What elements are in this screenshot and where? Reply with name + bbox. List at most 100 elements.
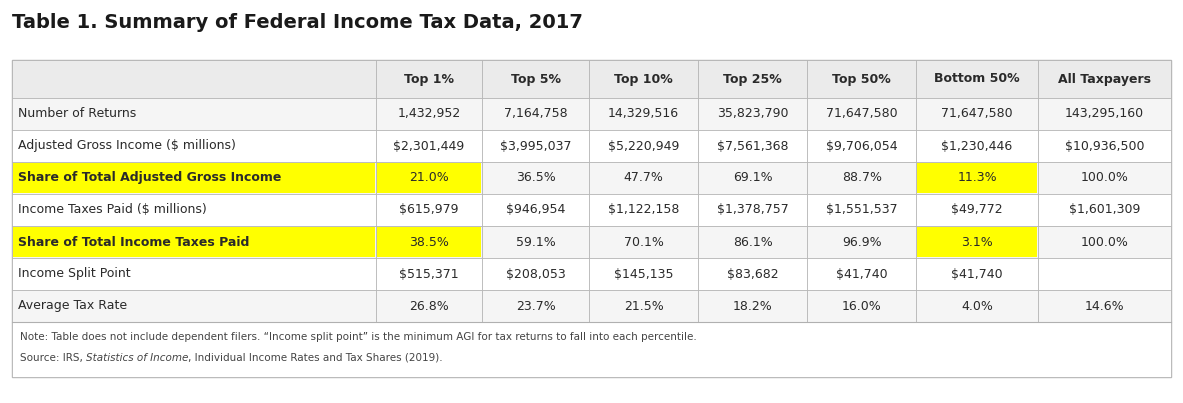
- Bar: [917, 60, 1037, 98]
- Bar: [483, 130, 589, 162]
- Text: Income Split Point: Income Split Point: [18, 268, 130, 280]
- Bar: [589, 98, 698, 130]
- Bar: [12, 290, 376, 322]
- Text: 100.0%: 100.0%: [1080, 172, 1129, 185]
- Bar: [483, 258, 589, 290]
- Bar: [589, 60, 698, 98]
- Bar: [589, 162, 698, 194]
- Text: $41,740: $41,740: [951, 268, 1003, 280]
- Text: 14,329,516: 14,329,516: [608, 108, 679, 120]
- Text: $7,561,368: $7,561,368: [717, 139, 789, 152]
- Bar: [589, 290, 698, 322]
- Text: Income Taxes Paid ($ millions): Income Taxes Paid ($ millions): [18, 204, 207, 216]
- Bar: [13, 227, 375, 257]
- Text: $1,601,309: $1,601,309: [1068, 204, 1140, 216]
- Text: 59.1%: 59.1%: [516, 235, 556, 249]
- Bar: [1037, 130, 1171, 162]
- Bar: [807, 98, 917, 130]
- Bar: [376, 60, 483, 98]
- Bar: [483, 60, 589, 98]
- Text: Top 1%: Top 1%: [405, 73, 454, 85]
- Bar: [12, 162, 376, 194]
- Bar: [589, 130, 698, 162]
- Text: 69.1%: 69.1%: [733, 172, 772, 185]
- Bar: [917, 227, 1036, 257]
- Text: 1,432,952: 1,432,952: [397, 108, 460, 120]
- Bar: [376, 258, 483, 290]
- Bar: [376, 162, 483, 194]
- Text: 3.1%: 3.1%: [961, 235, 993, 249]
- Text: Statistics of Income: Statistics of Income: [86, 353, 188, 363]
- Bar: [1037, 290, 1171, 322]
- Bar: [376, 130, 483, 162]
- Bar: [589, 226, 698, 258]
- Text: 70.1%: 70.1%: [623, 235, 664, 249]
- Text: 71,647,580: 71,647,580: [826, 108, 898, 120]
- Text: , Individual Income Rates and Tax Shares (2019).: , Individual Income Rates and Tax Shares…: [188, 353, 444, 363]
- Bar: [698, 130, 807, 162]
- Bar: [807, 290, 917, 322]
- Text: $1,122,158: $1,122,158: [608, 204, 679, 216]
- Text: Share of Total Income Taxes Paid: Share of Total Income Taxes Paid: [18, 235, 250, 249]
- Text: $2,301,449: $2,301,449: [394, 139, 465, 152]
- Text: $3,995,037: $3,995,037: [500, 139, 571, 152]
- Bar: [917, 162, 1037, 194]
- Bar: [12, 60, 376, 98]
- Text: $49,772: $49,772: [951, 204, 1003, 216]
- Bar: [807, 130, 917, 162]
- Bar: [1037, 60, 1171, 98]
- Text: Bottom 50%: Bottom 50%: [935, 73, 1020, 85]
- Bar: [807, 60, 917, 98]
- Text: Top 5%: Top 5%: [511, 73, 561, 85]
- Text: 14.6%: 14.6%: [1085, 299, 1124, 312]
- Bar: [917, 290, 1037, 322]
- Text: 100.0%: 100.0%: [1080, 235, 1129, 249]
- Bar: [483, 194, 589, 226]
- Text: Table 1. Summary of Federal Income Tax Data, 2017: Table 1. Summary of Federal Income Tax D…: [12, 13, 583, 32]
- Bar: [698, 258, 807, 290]
- Bar: [698, 290, 807, 322]
- Text: Adjusted Gross Income ($ millions): Adjusted Gross Income ($ millions): [18, 139, 235, 152]
- Bar: [12, 130, 376, 162]
- Bar: [12, 98, 376, 130]
- Bar: [376, 194, 483, 226]
- Text: 26.8%: 26.8%: [409, 299, 448, 312]
- Text: $9,706,054: $9,706,054: [826, 139, 898, 152]
- Bar: [12, 322, 1171, 377]
- Bar: [698, 98, 807, 130]
- Text: 16.0%: 16.0%: [842, 299, 881, 312]
- Bar: [12, 60, 1171, 377]
- Bar: [917, 226, 1037, 258]
- Text: $83,682: $83,682: [726, 268, 778, 280]
- Text: 23.7%: 23.7%: [516, 299, 556, 312]
- Bar: [483, 98, 589, 130]
- Bar: [1037, 194, 1171, 226]
- Text: Number of Returns: Number of Returns: [18, 108, 136, 120]
- Text: 35,823,790: 35,823,790: [717, 108, 789, 120]
- Text: $515,371: $515,371: [399, 268, 459, 280]
- Bar: [917, 194, 1037, 226]
- Text: 21.5%: 21.5%: [623, 299, 664, 312]
- Bar: [376, 290, 483, 322]
- Text: Share of Total Adjusted Gross Income: Share of Total Adjusted Gross Income: [18, 172, 282, 185]
- Bar: [698, 226, 807, 258]
- Text: 4.0%: 4.0%: [961, 299, 993, 312]
- Bar: [13, 163, 375, 193]
- Bar: [589, 194, 698, 226]
- Text: 36.5%: 36.5%: [516, 172, 556, 185]
- Bar: [483, 162, 589, 194]
- Text: Source: IRS,: Source: IRS,: [20, 353, 86, 363]
- Text: Top 10%: Top 10%: [614, 73, 673, 85]
- Bar: [483, 226, 589, 258]
- Bar: [917, 163, 1036, 193]
- Bar: [376, 226, 483, 258]
- Bar: [12, 258, 376, 290]
- Bar: [917, 130, 1037, 162]
- Bar: [12, 226, 376, 258]
- Bar: [12, 194, 376, 226]
- Bar: [376, 98, 483, 130]
- Bar: [1037, 98, 1171, 130]
- Text: 18.2%: 18.2%: [732, 299, 772, 312]
- Bar: [376, 227, 481, 257]
- Text: 96.9%: 96.9%: [842, 235, 881, 249]
